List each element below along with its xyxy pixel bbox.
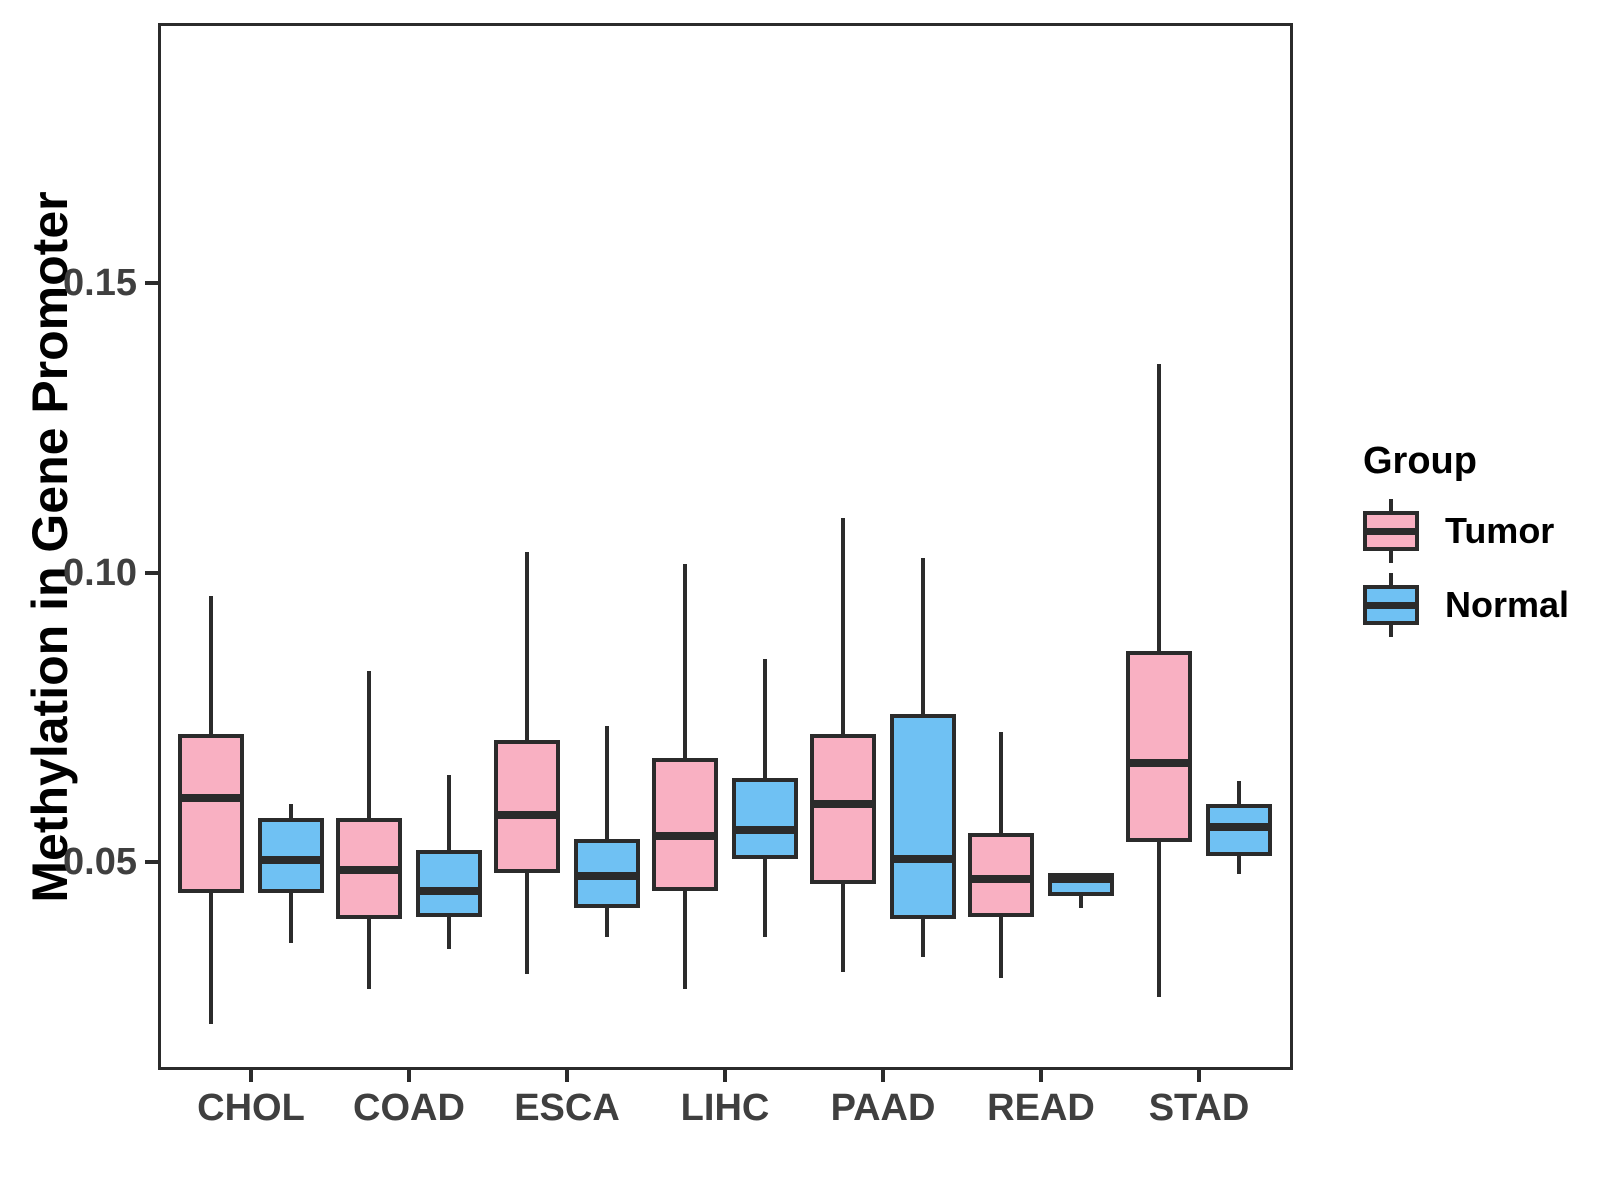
- median-COAD-tumor: [340, 866, 398, 874]
- median-PAAD-normal: [894, 855, 952, 863]
- legend-entry-tumor: Tumor: [1363, 499, 1569, 563]
- x-tick-mark: [723, 1070, 727, 1082]
- x-tick-label-chol: CHOL: [197, 1087, 305, 1129]
- legend-median: [1367, 528, 1415, 535]
- x-tick-mark: [1197, 1070, 1201, 1082]
- y-tick-label: 0.05: [63, 841, 137, 883]
- median-LIHC-normal: [736, 826, 794, 834]
- median-ESCA-tumor: [498, 811, 556, 819]
- legend-label: Tumor: [1445, 510, 1555, 551]
- x-tick-mark: [249, 1070, 253, 1082]
- y-tick-mark: [145, 860, 158, 864]
- y-tick-label: 0.15: [63, 262, 137, 304]
- x-tick-label-read: READ: [987, 1087, 1095, 1129]
- x-tick-label-coad: COAD: [353, 1087, 465, 1129]
- x-tick-label-stad: STAD: [1148, 1087, 1250, 1129]
- legend-whisker-bottom: [1389, 549, 1393, 563]
- legend-whisker-top: [1389, 499, 1393, 513]
- median-STAD-tumor: [1130, 759, 1188, 767]
- legend-entries: Tumor Normal: [1363, 499, 1569, 637]
- median-COAD-normal: [420, 887, 478, 895]
- median-CHOL-normal: [262, 856, 320, 864]
- box-PAAD-tumor: [810, 734, 876, 884]
- y-tick-mark: [145, 281, 158, 285]
- legend: Group Tumor Normal: [1330, 440, 1569, 637]
- legend-label: Normal: [1445, 584, 1570, 625]
- box-STAD-tumor: [1126, 651, 1192, 842]
- legend-whisker-bottom: [1389, 623, 1393, 637]
- median-ESCA-normal: [578, 872, 636, 880]
- box-PAAD-normal: [890, 714, 956, 919]
- median-READ-tumor: [972, 875, 1030, 883]
- y-tick-label: 0.10: [63, 552, 137, 594]
- median-STAD-normal: [1210, 823, 1268, 831]
- legend-boxplot-icon: [1363, 573, 1419, 637]
- box-CHOL-normal: [258, 818, 324, 893]
- x-tick-mark: [1039, 1070, 1043, 1082]
- box-COAD-normal: [416, 850, 482, 917]
- y-tick-mark: [145, 571, 158, 575]
- legend-boxplot-icon: [1363, 499, 1419, 563]
- median-CHOL-tumor: [182, 794, 240, 802]
- x-tick-label-esca: ESCA: [514, 1087, 620, 1129]
- x-tick-label-lihc: LIHC: [680, 1087, 770, 1129]
- whisker-ESCA-normal: [605, 726, 609, 937]
- box-LIHC-normal: [732, 778, 798, 859]
- x-tick-mark: [881, 1070, 885, 1082]
- legend-title: Group: [1363, 440, 1477, 482]
- median-LIHC-tumor: [656, 832, 714, 840]
- x-tick-mark: [407, 1070, 411, 1082]
- median-READ-normal: [1052, 875, 1110, 883]
- box-LIHC-tumor: [652, 758, 718, 891]
- legend-median: [1367, 602, 1415, 609]
- legend-entry-normal: Normal: [1363, 573, 1569, 637]
- legend-whisker-top: [1389, 573, 1393, 587]
- plot-panel: [158, 23, 1293, 1070]
- x-tick-mark: [565, 1070, 569, 1082]
- box-CHOL-tumor: [178, 734, 244, 893]
- median-PAAD-tumor: [814, 800, 872, 808]
- box-ESCA-tumor: [494, 740, 560, 873]
- x-tick-label-paad: PAAD: [830, 1087, 936, 1129]
